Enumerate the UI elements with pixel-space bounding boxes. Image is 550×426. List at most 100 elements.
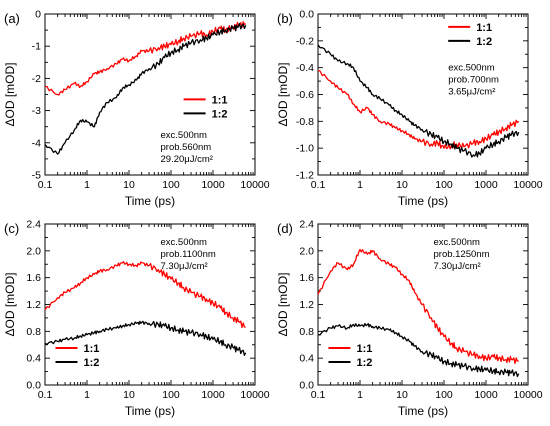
panel-label: (c) xyxy=(4,221,19,236)
x-tick-label: 1000 xyxy=(201,389,225,401)
y-tick-label: 1.2 xyxy=(299,299,314,311)
x-tick-label: 1 xyxy=(357,179,363,191)
series-line-1-2 xyxy=(44,320,247,356)
x-axis-title: Time (ps) xyxy=(398,194,448,208)
x-tick-label: 1000 xyxy=(201,179,225,191)
panel-label: (b) xyxy=(277,11,293,26)
annotation-line: prob.1100nm xyxy=(161,249,216,260)
x-tick-label: 10 xyxy=(396,389,408,401)
y-axis-title: ΔOD [mOD] xyxy=(276,272,290,336)
y-tick-label: 2.4 xyxy=(26,219,41,231)
y-tick-label: 1.2 xyxy=(26,299,41,311)
y-tick-label: 0.4 xyxy=(299,353,314,365)
x-tick-label: 1 xyxy=(84,179,90,191)
legend-label: 1:2 xyxy=(84,357,100,369)
legend-label: 1:1 xyxy=(84,343,100,355)
panel-label: (d) xyxy=(277,221,293,236)
x-tick-label: 10000 xyxy=(513,389,542,401)
x-tick-label: 100 xyxy=(162,179,180,191)
legend-label: 1:1 xyxy=(476,22,492,34)
panel-c: 0.1 1 10 100 1000 10000 0.0 0.4 0.8 1.2 1.6 2.0 2.4 T… xyxy=(3,219,270,419)
y-axis-title: ΔOD [mOD] xyxy=(3,272,17,336)
series-line-1-2 xyxy=(317,44,520,158)
y-tick-label: -1.2 xyxy=(296,170,314,182)
y-tick-label: 0.0 xyxy=(299,380,314,392)
annotation-line: prob.700nm xyxy=(448,74,499,85)
x-tick-label: 10 xyxy=(123,179,135,191)
panel-d: 0.1 1 10 100 1000 10000 0.0 0.4 0.8 1.2 1.6 2.0 2.4 T… xyxy=(276,219,543,419)
annotation-line: prob.1250nm xyxy=(434,249,490,260)
x-tick-label: 0.1 xyxy=(311,389,326,401)
y-tick-label: -1.0 xyxy=(296,143,314,155)
plot-frame xyxy=(44,223,256,386)
y-tick-label: 0.0 xyxy=(299,9,314,21)
y-tick-label: -0.8 xyxy=(296,116,314,128)
y-tick-label: 2.0 xyxy=(26,245,41,257)
legend-label: 1:2 xyxy=(212,108,228,120)
annotation-line: exc.500nm xyxy=(161,130,208,141)
annotation-line: 3.65μJ/cm² xyxy=(448,86,495,97)
y-tick-label: 2.4 xyxy=(299,219,314,231)
y-tick-label: 2.0 xyxy=(299,245,314,257)
y-axis-title: ΔOD [mOD] xyxy=(276,62,290,126)
x-tick-label: 1 xyxy=(84,389,90,401)
y-axis-title: ΔOD [mOD] xyxy=(3,62,17,126)
panel-label: (a) xyxy=(4,11,20,26)
x-tick-label: 100 xyxy=(162,389,180,401)
annotation-line: 7.30μJ/cm² xyxy=(161,261,208,272)
legend-label: 1:1 xyxy=(212,94,228,106)
y-tick-label: 1.6 xyxy=(299,272,314,284)
x-axis-title: Time (ps) xyxy=(125,404,175,418)
x-tick-label: 1000 xyxy=(474,179,498,191)
legend: 1:11:2 xyxy=(183,94,228,120)
x-tick-label: 10000 xyxy=(240,389,269,401)
y-tick-label: -0.4 xyxy=(296,62,314,74)
panel-a: 0.1 1 10 100 1000 10000 -5 -4 -3 -2 -1 0 Time (ps) ΔO… xyxy=(3,9,270,209)
annotation-line: 29.20μJ/cm² xyxy=(161,154,213,165)
y-tick-label: -5 xyxy=(32,170,41,182)
y-tick-label: -2 xyxy=(32,73,41,85)
x-axis-title: Time (ps) xyxy=(125,194,175,208)
y-tick-label: 0.0 xyxy=(26,380,41,392)
y-tick-label: 0.8 xyxy=(299,326,314,338)
x-tick-label: 100 xyxy=(435,389,453,401)
series-line-1-1 xyxy=(317,69,520,150)
y-tick-label: 0.4 xyxy=(26,353,41,365)
series-line-1-2 xyxy=(44,22,247,155)
x-tick-label: 100 xyxy=(435,179,453,191)
x-tick-label: 1 xyxy=(357,389,363,401)
x-tick-label: 0.1 xyxy=(38,179,53,191)
legend-label: 1:2 xyxy=(476,36,492,48)
annotation-line: exc.500nm xyxy=(434,237,481,248)
x-tick-label: 10000 xyxy=(240,179,269,191)
panel-b: 0.1 1 10 100 1000 10000 -1.2 -1.0 -0.8 -0.6 -0.4 -0… xyxy=(276,9,543,209)
series-line-1-1 xyxy=(44,261,246,329)
y-tick-label: 0.8 xyxy=(26,326,41,338)
y-tick-label: -4 xyxy=(32,137,41,149)
series-line-1-1 xyxy=(44,21,247,96)
y-tick-label: 1.6 xyxy=(26,272,41,284)
series-line-1-1 xyxy=(317,248,519,364)
y-tick-label: 0 xyxy=(35,9,41,21)
x-axis-title: Time (ps) xyxy=(398,404,448,418)
series-line-1-2 xyxy=(317,322,520,378)
annotation-line: exc.500nm xyxy=(448,62,495,73)
y-tick-label: -0.6 xyxy=(296,89,314,101)
x-tick-label: 0.1 xyxy=(311,179,326,191)
legend: 1:11:2 xyxy=(55,343,100,369)
y-tick-label: -1 xyxy=(32,41,41,53)
legend: 1:11:2 xyxy=(328,343,373,369)
x-tick-label: 0.1 xyxy=(38,389,53,401)
annotation-line: 7.30μJ/cm² xyxy=(434,261,481,272)
x-tick-label: 10 xyxy=(123,389,135,401)
annotation-line: prob.560nm xyxy=(161,142,212,153)
legend-label: 1:1 xyxy=(357,343,373,355)
annotation-line: exc.500nm xyxy=(161,237,208,248)
x-tick-label: 10000 xyxy=(513,179,542,191)
y-tick-label: -3 xyxy=(32,105,41,117)
x-tick-label: 10 xyxy=(396,179,408,191)
plot-frame xyxy=(317,13,529,176)
y-tick-label: -0.2 xyxy=(296,35,314,47)
x-tick-label: 1000 xyxy=(474,389,498,401)
